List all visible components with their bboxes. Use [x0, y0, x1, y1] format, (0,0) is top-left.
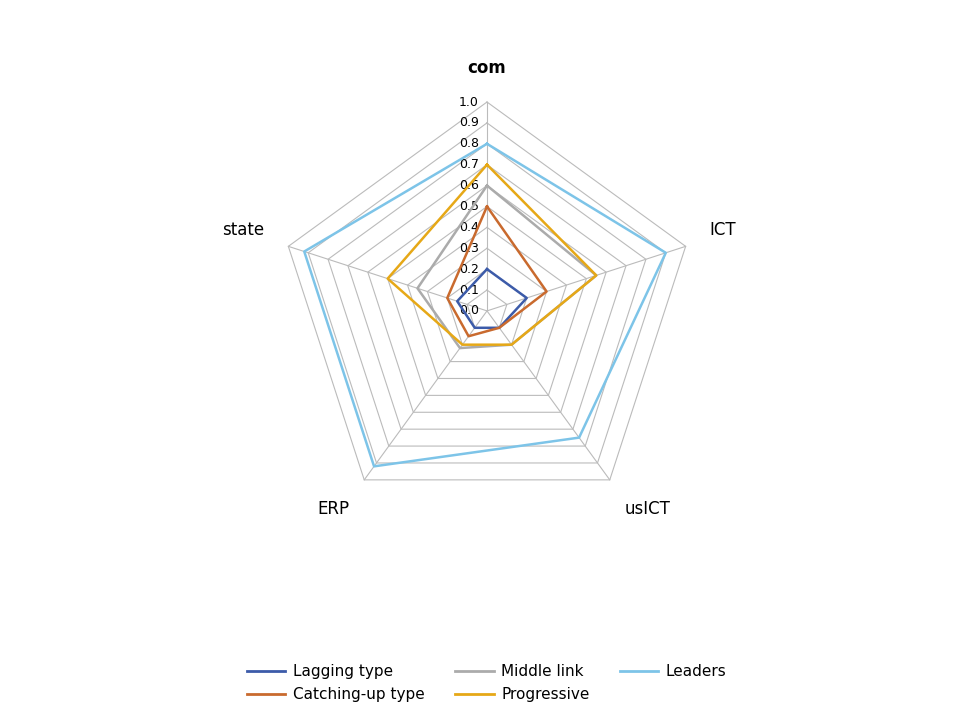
Text: 0.2: 0.2: [459, 262, 478, 275]
Text: usICT: usICT: [624, 500, 670, 518]
Text: 0.4: 0.4: [459, 221, 478, 234]
Text: 0.6: 0.6: [459, 179, 478, 192]
Text: 0.8: 0.8: [459, 137, 478, 150]
Text: ERP: ERP: [318, 500, 350, 518]
Text: 0.1: 0.1: [459, 283, 478, 296]
Text: 0.0: 0.0: [459, 304, 478, 317]
Text: 0.5: 0.5: [459, 200, 478, 213]
Text: ICT: ICT: [709, 221, 736, 239]
Text: state: state: [222, 221, 265, 239]
Text: 1.0: 1.0: [459, 95, 478, 108]
Legend: Lagging type, Catching-up type, Middle link, Progressive, Leaders: Lagging type, Catching-up type, Middle l…: [242, 658, 732, 708]
Text: 0.3: 0.3: [459, 241, 478, 254]
Text: 0.9: 0.9: [459, 116, 478, 129]
Text: 0.7: 0.7: [459, 158, 478, 171]
Text: com: com: [468, 59, 506, 77]
